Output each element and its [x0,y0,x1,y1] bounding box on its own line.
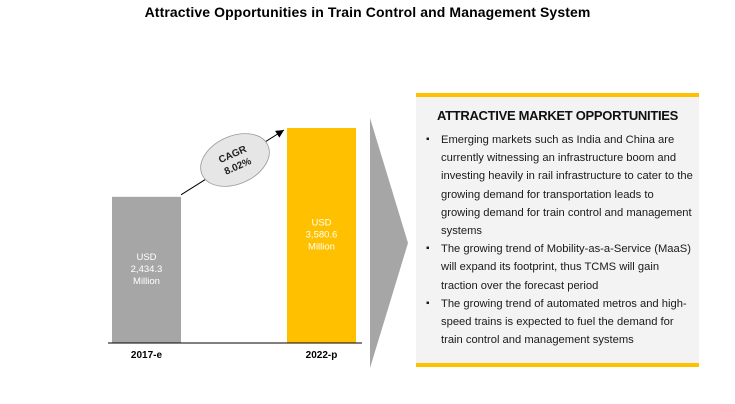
chart-title: Attractive Opportunities in Train Contro… [144,4,591,20]
bar-label: 2,434.3 [131,264,163,275]
bullet-item: ▪ The growing trend of automated metros a… [424,295,693,350]
bullet-item: ▪ Emerging markets such as India and Chin… [424,131,693,240]
bullet-list: ▪ Emerging markets such as India and Chin… [416,131,699,349]
bar-2017-e [112,196,181,343]
bullet-icon: ▪ [426,297,430,309]
bar-label: Million [308,242,335,253]
x-tick-label: 2022-p [306,350,338,361]
bullet-text: Emerging markets such as India and China… [441,134,693,238]
bullet-icon: ▪ [426,134,430,145]
opportunities-panel: ATTRACTIVE MARKET OPPORTUNITIES ▪ Emergin… [416,93,699,367]
chevron-arrow-icon [370,118,408,368]
bullet-text: The growing trend of Mobility-as-a-Servi… [441,243,691,292]
bar-label: USD [311,218,331,229]
bullet-text: The growing trend of automated metros an… [441,297,687,347]
bar-label: 3,580.6 [306,230,338,241]
growth-arrow-head-icon [275,130,284,138]
cagr-bubble [200,133,270,187]
bar-label: USD [136,252,156,263]
bullet-icon: ▪ [426,243,430,255]
x-tick-label: 2017-e [131,350,163,361]
panel-title: ATTRACTIVE MARKET OPPORTUNITIES [436,108,679,123]
bar-label: Million [133,276,160,287]
bullet-item: ▪ The growing trend of Mobility-as-a-Serv… [424,240,693,295]
bar-2022-p [287,128,356,343]
